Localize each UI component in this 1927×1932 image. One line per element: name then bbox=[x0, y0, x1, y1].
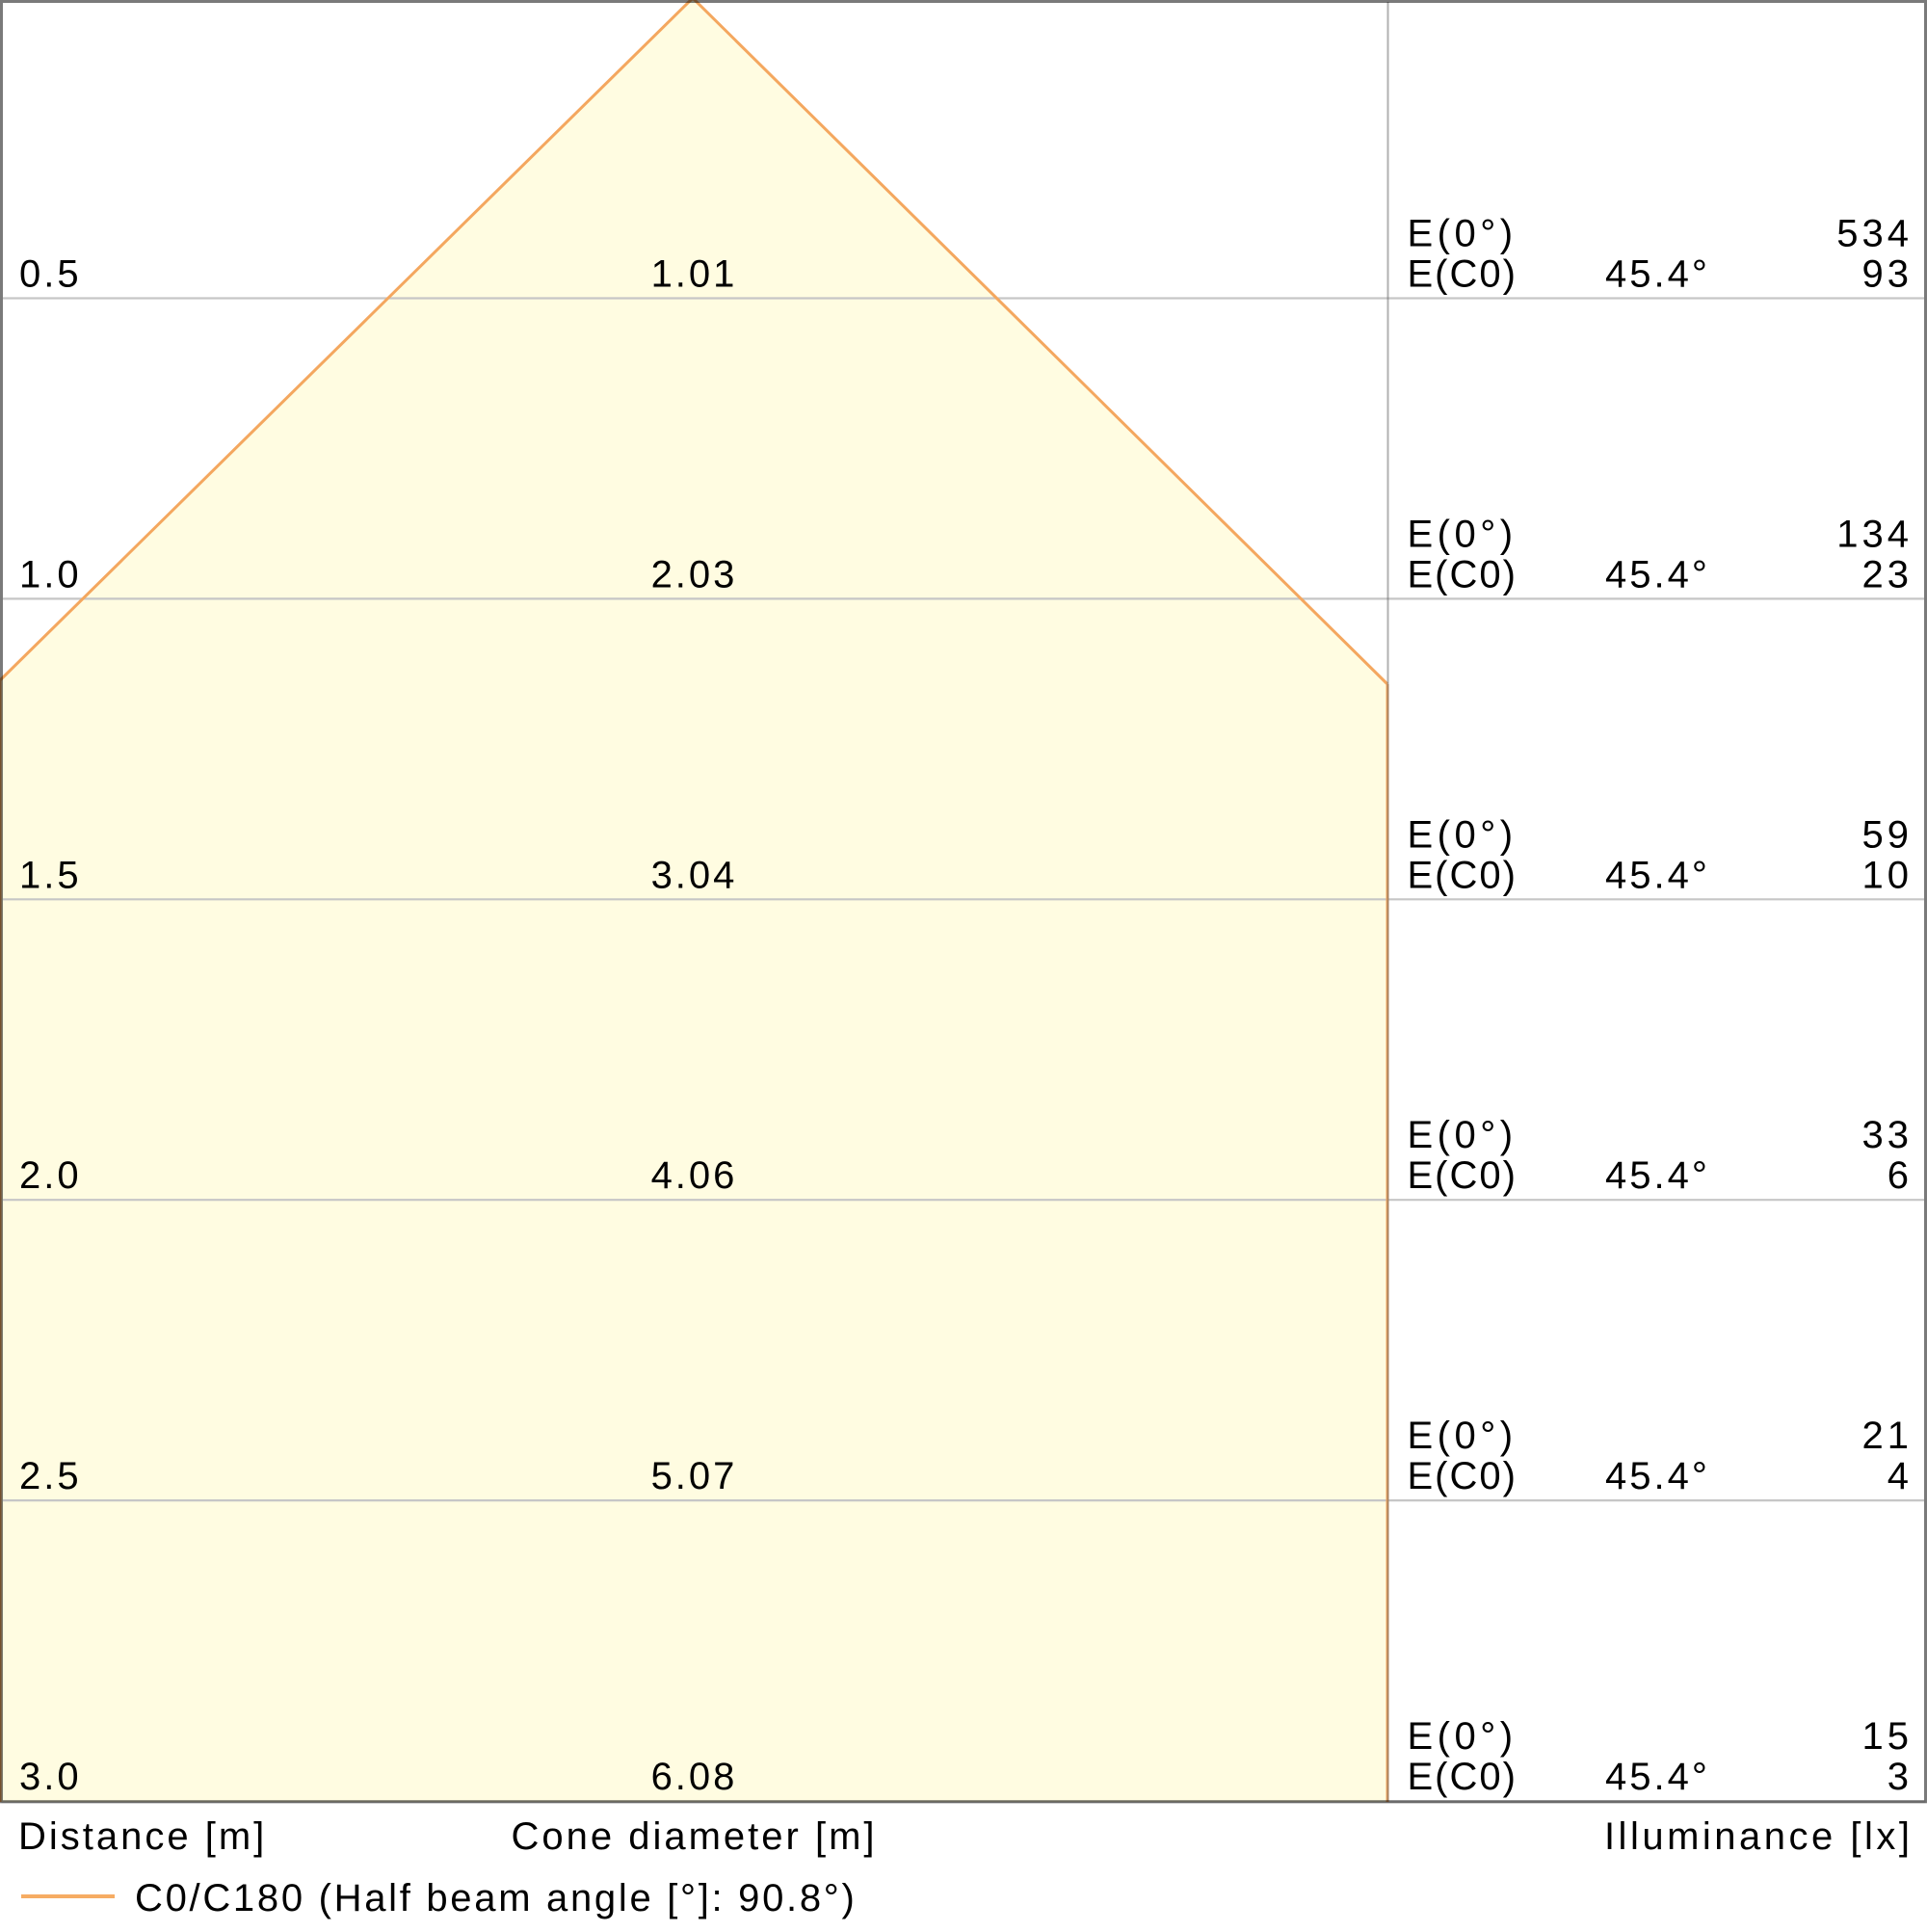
svg-text:45.4°: 45.4° bbox=[1605, 854, 1710, 896]
svg-text:1.01: 1.01 bbox=[651, 253, 738, 296]
svg-text:5.07: 5.07 bbox=[651, 1455, 738, 1497]
svg-text:45.4°: 45.4° bbox=[1605, 553, 1710, 595]
svg-text:2.0: 2.0 bbox=[19, 1154, 82, 1197]
svg-text:2.5: 2.5 bbox=[19, 1455, 82, 1497]
svg-text:Distance [m]: Distance [m] bbox=[18, 1815, 267, 1858]
svg-text:45.4°: 45.4° bbox=[1605, 1455, 1710, 1497]
svg-text:E(0°): E(0°) bbox=[1408, 1114, 1518, 1156]
svg-text:4: 4 bbox=[1887, 1455, 1913, 1497]
svg-text:534: 534 bbox=[1836, 213, 1913, 255]
svg-text:E(0°): E(0°) bbox=[1408, 813, 1518, 856]
svg-text:C0/C180 (Half beam angle [°]:: C0/C180 (Half beam angle [°]: 90.8°) bbox=[135, 1877, 858, 1919]
svg-text:23: 23 bbox=[1862, 553, 1914, 595]
svg-text:15: 15 bbox=[1862, 1715, 1914, 1758]
svg-text:59: 59 bbox=[1862, 813, 1914, 856]
svg-text:E(C0): E(C0) bbox=[1408, 1154, 1518, 1197]
svg-text:3: 3 bbox=[1887, 1756, 1913, 1798]
svg-text:Illuminance [lx]: Illuminance [lx] bbox=[1604, 1815, 1914, 1858]
svg-text:E(C0): E(C0) bbox=[1408, 253, 1518, 296]
svg-text:E(0°): E(0°) bbox=[1408, 513, 1518, 555]
svg-text:E(C0): E(C0) bbox=[1408, 1756, 1518, 1798]
svg-text:E(0°): E(0°) bbox=[1408, 1415, 1518, 1457]
svg-text:33: 33 bbox=[1862, 1114, 1914, 1156]
svg-text:3.0: 3.0 bbox=[19, 1756, 82, 1798]
svg-text:1.0: 1.0 bbox=[19, 553, 82, 595]
svg-text:E(C0): E(C0) bbox=[1408, 854, 1518, 896]
svg-text:2.03: 2.03 bbox=[651, 553, 738, 595]
svg-text:E(0°): E(0°) bbox=[1408, 213, 1518, 255]
svg-text:45.4°: 45.4° bbox=[1605, 1154, 1710, 1197]
svg-text:0.5: 0.5 bbox=[19, 253, 82, 296]
svg-text:4.06: 4.06 bbox=[651, 1154, 738, 1197]
svg-text:21: 21 bbox=[1862, 1415, 1914, 1457]
svg-text:134: 134 bbox=[1836, 513, 1913, 555]
svg-text:45.4°: 45.4° bbox=[1605, 1756, 1710, 1798]
svg-text:1.5: 1.5 bbox=[19, 854, 82, 896]
svg-text:93: 93 bbox=[1862, 253, 1914, 296]
svg-text:E(C0): E(C0) bbox=[1408, 553, 1518, 595]
svg-text:6: 6 bbox=[1887, 1154, 1913, 1197]
svg-text:3.04: 3.04 bbox=[651, 854, 738, 896]
svg-text:10: 10 bbox=[1862, 854, 1914, 896]
svg-text:E(0°): E(0°) bbox=[1408, 1715, 1518, 1758]
svg-text:E(C0): E(C0) bbox=[1408, 1455, 1518, 1497]
svg-text:Cone diameter [m]: Cone diameter [m] bbox=[511, 1815, 877, 1858]
svg-text:6.08: 6.08 bbox=[651, 1756, 738, 1798]
svg-text:45.4°: 45.4° bbox=[1605, 253, 1710, 296]
